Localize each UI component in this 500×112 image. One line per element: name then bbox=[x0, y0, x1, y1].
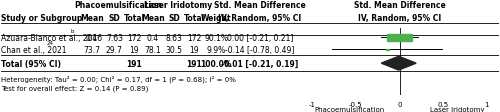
Text: -0.5: -0.5 bbox=[349, 101, 363, 107]
Bar bbox=[387, 34, 412, 42]
Text: IV, Random, 95% CI: IV, Random, 95% CI bbox=[218, 14, 302, 23]
Text: Azuara-Blanco et al., 2016: Azuara-Blanco et al., 2016 bbox=[1, 34, 102, 43]
Text: Heterogeneity: Tau² = 0.00; Chi² = 0.17, df = 1 (P = 0.68); I² = 0%: Heterogeneity: Tau² = 0.00; Chi² = 0.17,… bbox=[1, 74, 236, 82]
Text: 0.5: 0.5 bbox=[438, 101, 449, 107]
Text: Phacoemulsification: Phacoemulsification bbox=[74, 1, 162, 10]
Text: Mean: Mean bbox=[141, 14, 165, 23]
Text: 191: 191 bbox=[126, 59, 142, 68]
Text: Std. Mean Difference: Std. Mean Difference bbox=[354, 1, 446, 10]
Text: Laser Iridotomy: Laser Iridotomy bbox=[144, 1, 212, 10]
Text: 191: 191 bbox=[186, 59, 202, 68]
Text: Std. Mean Difference: Std. Mean Difference bbox=[214, 1, 306, 10]
Text: Laser Iridotomy: Laser Iridotomy bbox=[430, 106, 484, 112]
Text: 8.63: 8.63 bbox=[166, 34, 182, 43]
Text: Total: Total bbox=[124, 14, 145, 23]
Text: IV, Random, 95% CI: IV, Random, 95% CI bbox=[358, 14, 441, 23]
Text: 30.5: 30.5 bbox=[166, 45, 182, 54]
Text: SD: SD bbox=[108, 14, 120, 23]
Text: SD: SD bbox=[168, 14, 180, 23]
Text: 9.9%: 9.9% bbox=[206, 45, 226, 54]
Text: 73.7: 73.7 bbox=[84, 45, 100, 54]
Text: -1: -1 bbox=[309, 101, 316, 107]
Text: -0.01 [-0.21, 0.19]: -0.01 [-0.21, 0.19] bbox=[222, 59, 298, 68]
Text: Phacoemulsification: Phacoemulsification bbox=[315, 106, 385, 112]
Text: Test for overall effect: Z = 0.14 (P = 0.89): Test for overall effect: Z = 0.14 (P = 0… bbox=[1, 85, 148, 91]
Text: 0.00 [-0.21, 0.21]: 0.00 [-0.21, 0.21] bbox=[227, 34, 293, 43]
Text: Study or Subgroup: Study or Subgroup bbox=[1, 14, 82, 23]
Text: Mean: Mean bbox=[80, 14, 104, 23]
Text: 1: 1 bbox=[484, 101, 489, 107]
Text: 78.1: 78.1 bbox=[144, 45, 161, 54]
Text: 19: 19 bbox=[190, 45, 199, 54]
Text: Chan et al., 2021: Chan et al., 2021 bbox=[1, 45, 66, 54]
Text: 0: 0 bbox=[398, 101, 402, 107]
Text: 172: 172 bbox=[187, 34, 202, 43]
Text: Total (95% CI): Total (95% CI) bbox=[1, 59, 61, 68]
Text: 24: 24 bbox=[47, 40, 54, 45]
Text: b: b bbox=[70, 29, 73, 34]
Text: 0.4: 0.4 bbox=[86, 34, 98, 43]
Text: 172: 172 bbox=[127, 34, 142, 43]
Text: 19: 19 bbox=[130, 45, 139, 54]
Text: -0.14 [-0.78, 0.49]: -0.14 [-0.78, 0.49] bbox=[226, 45, 294, 54]
Text: 7.63: 7.63 bbox=[106, 34, 123, 43]
Text: Total: Total bbox=[184, 14, 205, 23]
Text: 29.7: 29.7 bbox=[106, 45, 123, 54]
Polygon shape bbox=[382, 57, 416, 70]
Text: 100.0%: 100.0% bbox=[200, 59, 232, 68]
Text: 0.4: 0.4 bbox=[146, 34, 159, 43]
Text: Weight: Weight bbox=[201, 14, 232, 23]
Text: 90.1%: 90.1% bbox=[204, 34, 228, 43]
